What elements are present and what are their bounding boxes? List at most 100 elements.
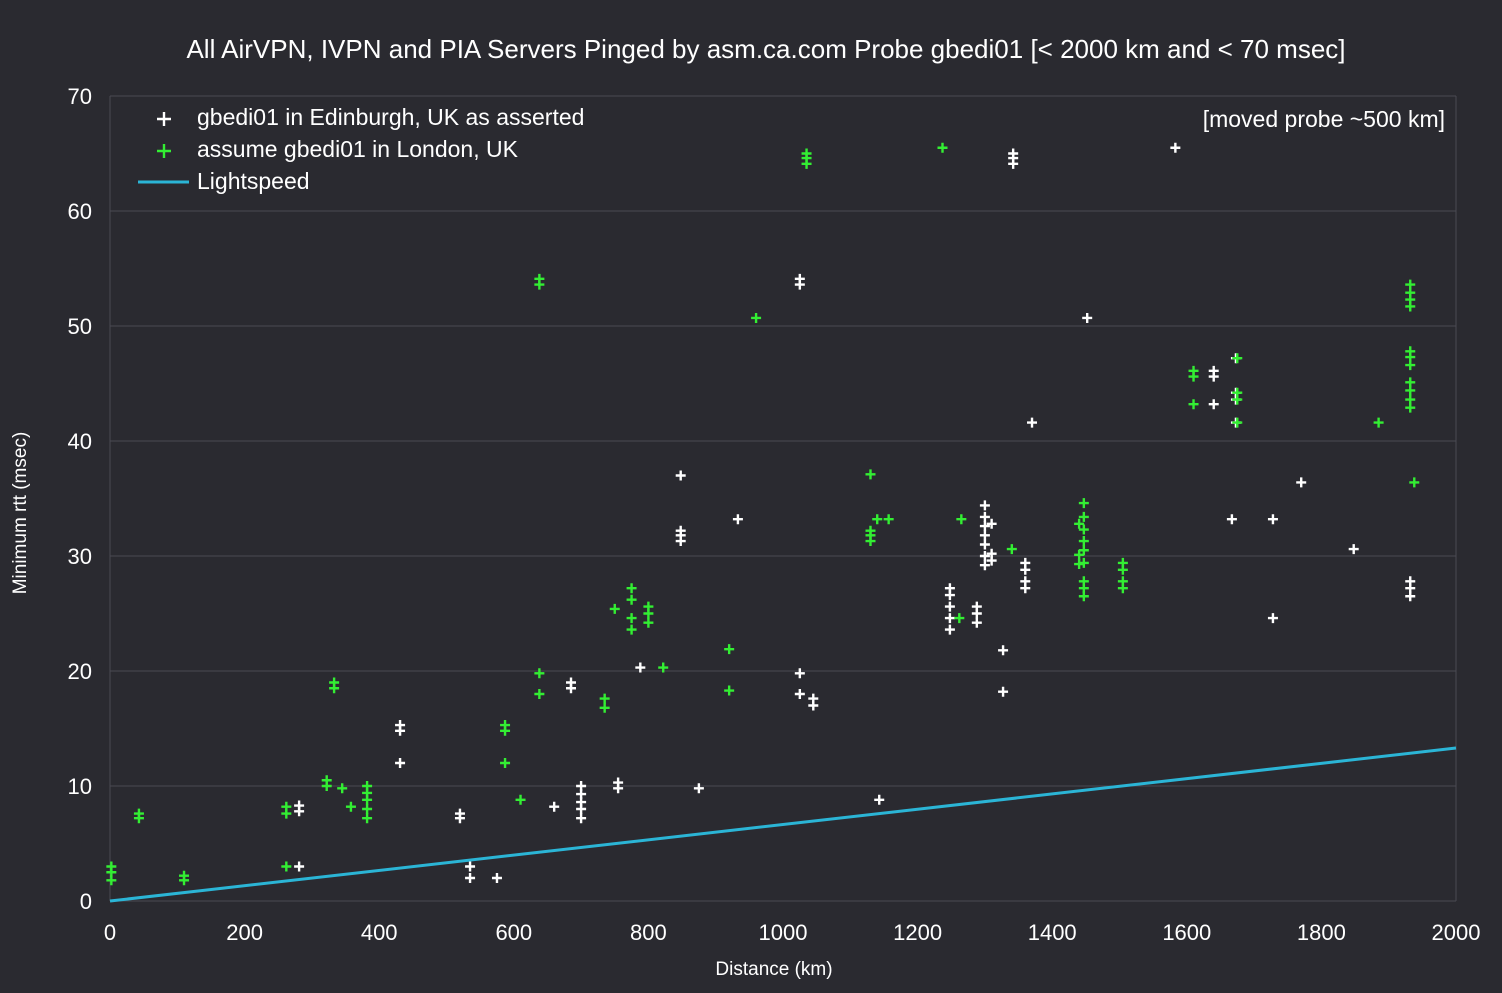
edinburgh-point-76	[1348, 544, 1359, 555]
london-point-61	[1078, 576, 1089, 587]
edinburgh-point-36	[944, 613, 955, 624]
edinburgh-point-10	[491, 873, 502, 883]
y-tick-label-30: 30	[68, 544, 92, 569]
edinburgh-point-3	[395, 758, 406, 768]
london-point-74	[1188, 365, 1199, 376]
london-point-64	[1078, 536, 1089, 547]
london-point-75	[1232, 417, 1243, 428]
london-point-49	[865, 525, 876, 536]
edinburgh-point-65	[1208, 399, 1219, 410]
legend-plus-london	[157, 144, 171, 158]
x-tick-label-1800: 1800	[1297, 920, 1346, 945]
x-tick-label-600: 600	[495, 920, 532, 945]
x-tick-label-0: 0	[104, 920, 116, 945]
edinburgh-point-33	[808, 693, 819, 704]
edinburgh-point-2	[294, 800, 305, 811]
london-point-14	[337, 783, 348, 794]
edinburgh-point-31	[794, 273, 805, 284]
edinburgh-point-67	[1208, 365, 1219, 376]
london-point-23	[500, 720, 511, 731]
london-point-26	[534, 668, 545, 679]
edinburgh-point-8	[465, 873, 476, 883]
edinburgh-point-64	[1170, 142, 1181, 153]
london-point-53	[954, 613, 965, 624]
x-tick-label-2000: 2000	[1432, 920, 1481, 945]
london-point-30	[599, 693, 610, 704]
london-point-29	[599, 702, 610, 713]
legend-marker-edinburgh	[157, 112, 171, 126]
london-point-55	[1006, 544, 1017, 555]
edinburgh-point-50	[986, 518, 997, 529]
london-point-21	[500, 758, 511, 768]
edinburgh-point-25	[675, 525, 686, 536]
london-point-33	[626, 613, 637, 624]
chart-annotation: [moved probe ~500 km]	[1203, 106, 1445, 132]
edinburgh-point-52	[986, 548, 997, 559]
legend-item-lightspeed: Lightspeed	[138, 168, 310, 194]
y-tick-label-10: 10	[68, 774, 92, 799]
legend-label-edinburgh: gbedi01 in Edinburgh, UK as asserted	[197, 104, 584, 130]
london-point-90	[1405, 279, 1416, 290]
y-tick-labels: 0 10 20 30 40 50 60 70	[68, 84, 92, 914]
edinburgh-point-68	[1226, 514, 1237, 525]
legend-label-lightspeed: Lightspeed	[197, 168, 310, 194]
london-point-9	[281, 801, 292, 812]
london-point-36	[643, 617, 654, 628]
lightspeed-line	[109, 746, 1457, 903]
legend-label-london: assume gbedi01 in London, UK	[197, 136, 519, 162]
london-point-69	[1117, 576, 1128, 587]
y-tick-label-60: 60	[68, 199, 92, 224]
london-point-16	[362, 813, 373, 824]
edinburgh-point-34	[874, 794, 885, 805]
edinburgh-point-46	[979, 530, 990, 541]
legend-item-london: assume gbedi01 in London, UK	[157, 136, 519, 162]
edinburgh-point-47	[979, 521, 990, 532]
london-point-57	[1074, 549, 1085, 560]
edinburgh-point-27	[732, 514, 743, 525]
x-tick-label-1400: 1400	[1028, 920, 1077, 945]
london-point-63	[1078, 545, 1089, 556]
london-point-15	[345, 801, 356, 812]
lightspeed-series	[109, 746, 1457, 903]
edinburgh-point-37	[944, 601, 955, 612]
edinburgh-point-45	[979, 539, 990, 550]
london-point-28	[534, 273, 545, 284]
london-point-35	[626, 583, 637, 594]
y-tick-label-40: 40	[68, 429, 92, 454]
x-tick-label-200: 200	[226, 920, 263, 945]
edinburgh-point-20	[613, 777, 624, 788]
x-tick-label-400: 400	[361, 920, 398, 945]
london-point-71	[1117, 557, 1128, 568]
edinburgh-point-63	[1082, 312, 1093, 323]
edinburgh-point-74	[1267, 514, 1278, 525]
london-point-65	[1078, 524, 1089, 535]
london-point-67	[1078, 498, 1089, 509]
london-point-41	[724, 644, 735, 655]
london-point-79	[1373, 417, 1384, 428]
edinburgh-point-26	[693, 783, 704, 794]
edinburgh-point-35	[944, 624, 955, 635]
london-point-13	[329, 677, 340, 688]
edinburgh-point-7	[454, 808, 465, 819]
london-point-51	[883, 514, 894, 525]
london-point-58	[1074, 518, 1085, 529]
london-point-17	[362, 804, 373, 814]
legend-plus-edinburgh	[157, 112, 171, 126]
london-point-45	[801, 148, 812, 159]
edinburgh-point-54	[998, 645, 1009, 656]
london-point-46	[865, 469, 876, 480]
london-point-4	[133, 808, 144, 819]
edinburgh-point-57	[1008, 148, 1019, 159]
london-point-2	[106, 861, 117, 872]
edinburgh-point-43	[979, 560, 990, 571]
london-point-34	[626, 594, 637, 605]
london-point-62	[1078, 557, 1089, 568]
edinburgh-point-18	[576, 781, 587, 791]
london-point-7	[281, 861, 292, 872]
y-tick-label-50: 50	[68, 314, 92, 339]
london-point-72	[1188, 399, 1199, 410]
edinburgh-point-40	[971, 617, 982, 628]
x-tick-label-1200: 1200	[893, 920, 942, 945]
